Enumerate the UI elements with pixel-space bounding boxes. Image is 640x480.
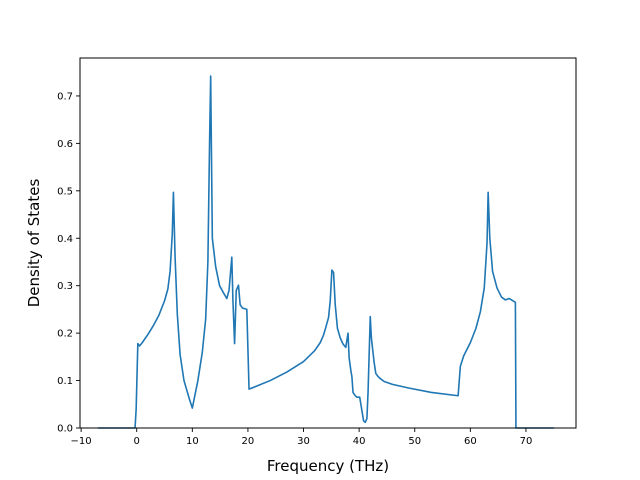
x-tick-label: 10 (186, 436, 199, 447)
y-tick-label: 0.4 (57, 234, 73, 245)
x-tick-label: 30 (297, 436, 310, 447)
x-tick-label: 40 (353, 436, 366, 447)
y-tick-label: 0.5 (57, 186, 73, 197)
x-tick-label: 60 (464, 436, 477, 447)
y-tick-label: 0.3 (57, 281, 73, 292)
x-axis-title: Frequency (THz) (267, 457, 389, 475)
x-tick-label: 0 (134, 436, 140, 447)
plot-area (97, 75, 554, 429)
y-tick-label: 0.6 (57, 139, 73, 150)
x-axis: −10 0 10 20 30 40 50 60 70 (71, 428, 533, 447)
plot-frame (79, 57, 577, 429)
y-tick-label: 0.2 (57, 329, 73, 340)
x-tick-label: −10 (71, 436, 92, 447)
y-tick-label: 0.0 (57, 424, 73, 435)
y-tick-label: 0.7 (57, 91, 73, 102)
x-tick-label: 20 (242, 436, 255, 447)
y-axis: 0.0 0.1 0.2 0.3 0.4 0.5 0.6 0.7 (57, 91, 80, 435)
dos-series-line (97, 75, 554, 429)
x-tick-label: 50 (408, 436, 421, 447)
x-tick-label: 70 (520, 436, 533, 447)
y-tick-label: 0.1 (57, 376, 73, 387)
y-axis-title: Density of States (25, 179, 43, 308)
